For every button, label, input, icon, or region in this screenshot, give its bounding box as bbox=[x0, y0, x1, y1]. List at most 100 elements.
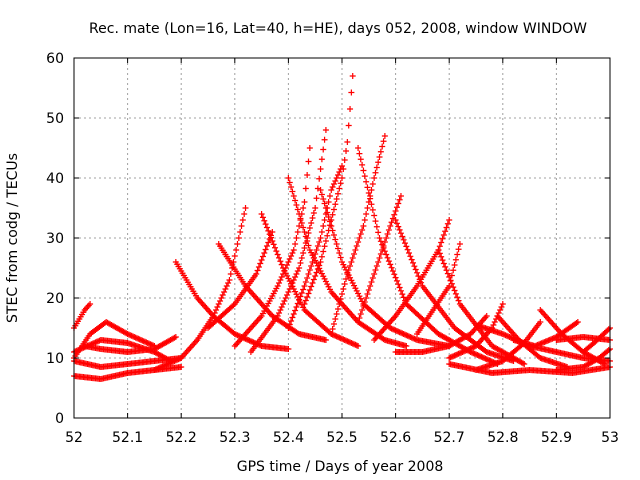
data-point-marker bbox=[368, 201, 375, 208]
data-point-marker bbox=[381, 133, 388, 139]
y-tick-label: 30 bbox=[46, 231, 64, 247]
data-point-marker bbox=[387, 223, 394, 229]
data-point-marker bbox=[605, 326, 612, 333]
data-point-marker bbox=[237, 229, 244, 235]
data-point-marker bbox=[297, 215, 304, 222]
data-point-marker bbox=[391, 211, 398, 218]
data-point-marker bbox=[313, 247, 320, 253]
satellite-track bbox=[71, 364, 185, 382]
satellite-track bbox=[446, 361, 613, 376]
data-point-marker bbox=[483, 313, 490, 319]
data-point-marker bbox=[308, 220, 315, 226]
data-point-marker bbox=[320, 223, 327, 229]
axes: 52 52.1 52.2 52.3 52.4 52.5 52.6 52.7 52.8 52.9 53… bbox=[46, 51, 619, 446]
data-point-marker bbox=[265, 227, 272, 234]
data-point-marker bbox=[336, 169, 343, 175]
data-point-marker bbox=[302, 185, 309, 192]
data-point-marker bbox=[273, 248, 280, 255]
data-point-marker bbox=[312, 205, 319, 211]
y-axis-label: STEC from codg / TECUs bbox=[5, 153, 21, 323]
data-point-marker bbox=[344, 269, 351, 276]
data-point-marker bbox=[306, 225, 313, 231]
data-point-marker bbox=[274, 251, 281, 258]
data-point-marker bbox=[349, 255, 356, 261]
data-point-marker bbox=[383, 251, 390, 258]
data-point-marker bbox=[337, 254, 344, 261]
data-point-marker bbox=[400, 236, 407, 243]
data-point-marker bbox=[396, 226, 403, 233]
data-point-marker bbox=[316, 175, 323, 182]
data-point-marker bbox=[451, 287, 458, 294]
data-point-marker bbox=[318, 191, 325, 198]
data-point-marker bbox=[289, 314, 296, 321]
data-point-marker bbox=[270, 241, 277, 248]
data-point-marker bbox=[312, 251, 319, 257]
data-point-marker bbox=[263, 243, 270, 249]
data-point-marker bbox=[286, 256, 293, 262]
data-point-marker bbox=[294, 300, 301, 307]
data-point-marker bbox=[313, 260, 320, 267]
data-point-marker bbox=[392, 217, 399, 223]
data-point-marker bbox=[316, 239, 323, 245]
data-point-marker bbox=[276, 280, 283, 286]
data-point-marker bbox=[332, 316, 339, 322]
data-point-marker bbox=[387, 261, 394, 268]
data-point-marker bbox=[285, 175, 292, 181]
y-tick-label: 50 bbox=[46, 111, 64, 127]
data-point-marker bbox=[416, 276, 423, 283]
data-point-marker bbox=[339, 291, 345, 297]
data-point-marker bbox=[226, 277, 233, 283]
data-point-marker bbox=[329, 211, 336, 218]
data-point-marker bbox=[521, 361, 528, 367]
data-point-marker bbox=[296, 265, 303, 271]
data-point-marker bbox=[333, 196, 340, 202]
data-point-marker bbox=[356, 235, 363, 241]
data-point-marker bbox=[292, 288, 299, 295]
data-point-marker bbox=[339, 175, 345, 181]
data-point-marker bbox=[574, 319, 581, 325]
data-point-marker bbox=[322, 127, 329, 133]
data-point-marker bbox=[455, 246, 462, 253]
data-point-marker bbox=[380, 138, 387, 145]
data-point-marker bbox=[123, 330, 130, 337]
data-point-marker bbox=[379, 143, 386, 150]
x-tick-label: 52.2 bbox=[166, 430, 197, 446]
data-point-marker bbox=[334, 190, 341, 197]
data-point-marker bbox=[375, 259, 382, 265]
data-point-marker bbox=[318, 253, 325, 260]
data-point-marker bbox=[442, 263, 449, 270]
data-point-marker bbox=[410, 259, 417, 266]
data-point-marker bbox=[355, 343, 362, 349]
data-point-marker bbox=[284, 272, 291, 279]
data-point-marker bbox=[436, 243, 443, 250]
data-point-marker bbox=[301, 229, 308, 235]
data-point-marker bbox=[385, 227, 392, 233]
data-point-marker bbox=[367, 283, 374, 289]
data-point-marker bbox=[313, 269, 320, 276]
data-point-marker bbox=[255, 264, 262, 270]
x-tick-label: 52.1 bbox=[112, 430, 143, 446]
data-point-marker bbox=[372, 169, 379, 176]
data-point-marker bbox=[304, 275, 311, 281]
data-point-marker bbox=[280, 271, 287, 277]
data-point-marker bbox=[286, 278, 293, 285]
data-point-marker bbox=[321, 136, 328, 143]
data-point-marker bbox=[213, 307, 220, 313]
data-point-marker bbox=[225, 280, 232, 286]
data-point-marker bbox=[322, 205, 329, 211]
data-point-marker bbox=[443, 267, 450, 274]
data-point-marker bbox=[380, 336, 387, 343]
data-point-marker bbox=[363, 178, 370, 185]
data-point-marker bbox=[298, 301, 305, 308]
data-point-marker bbox=[292, 197, 299, 204]
data-point-marker bbox=[329, 326, 336, 332]
data-point-marker bbox=[332, 236, 339, 243]
data-point-marker bbox=[393, 277, 400, 284]
data-point-marker bbox=[384, 254, 391, 261]
data-point-marker bbox=[296, 223, 303, 229]
satellite-track bbox=[151, 205, 249, 373]
data-point-marker bbox=[293, 235, 300, 241]
data-point-marker bbox=[411, 263, 418, 270]
data-point-marker bbox=[341, 157, 348, 163]
data-point-marker bbox=[344, 139, 351, 145]
